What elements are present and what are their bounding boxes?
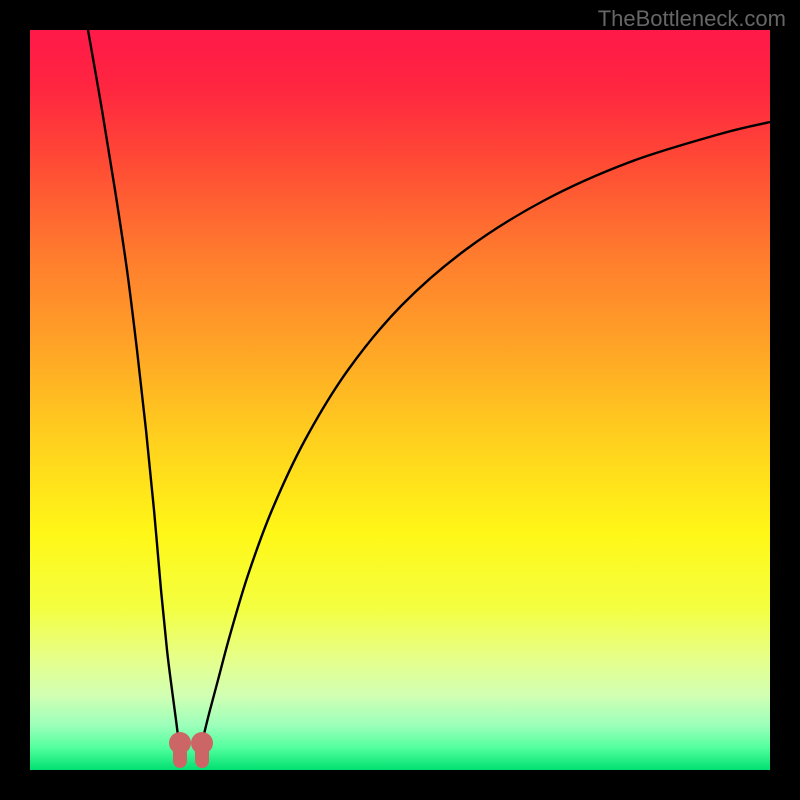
- watermark-text: TheBottleneck.com: [598, 6, 786, 32]
- markers-group: [169, 732, 213, 761]
- curve-left-branch: [88, 30, 180, 743]
- marker-dot: [191, 732, 213, 754]
- plot-area: [30, 30, 770, 770]
- marker-dot: [169, 732, 191, 754]
- chart-container: TheBottleneck.com: [0, 0, 800, 800]
- curve-right-branch: [202, 122, 770, 743]
- curve-layer: [30, 30, 770, 770]
